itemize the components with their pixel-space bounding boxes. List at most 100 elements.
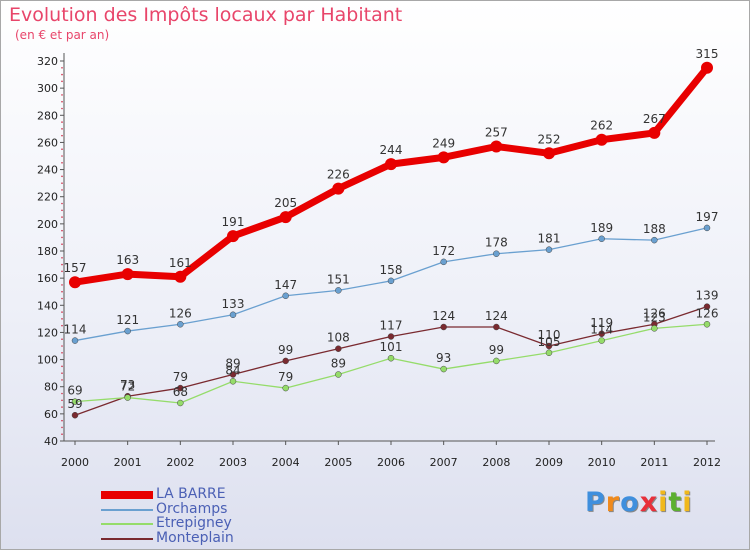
- legend-label: Monteplain: [156, 529, 234, 546]
- y-minor-tick: [61, 134, 63, 137]
- data-point: [545, 349, 553, 357]
- x-tick-label: 2010: [588, 456, 616, 469]
- data-point: [229, 371, 237, 378]
- data-point: [69, 276, 81, 289]
- y-minor-tick: [61, 399, 63, 402]
- data-label: 181: [538, 232, 561, 246]
- data-point: [227, 230, 239, 243]
- y-minor-tick: [61, 243, 63, 246]
- data-point: [177, 399, 184, 407]
- data-point: [229, 378, 237, 385]
- data-label: 114: [64, 323, 87, 337]
- data-label: 244: [380, 143, 403, 157]
- data-point: [387, 333, 395, 340]
- data-point: [651, 236, 658, 244]
- legend-label: Orchamps: [156, 500, 228, 517]
- data-point: [490, 140, 503, 153]
- y-tick-label: 180: [37, 245, 58, 258]
- y-minor-tick: [61, 406, 63, 408]
- y-minor-tick: [61, 202, 63, 205]
- y-minor-tick: [61, 182, 63, 184]
- data-label: 89: [331, 357, 346, 371]
- data-point: [279, 211, 292, 224]
- legend-label: LA BARRE: [156, 486, 226, 502]
- data-point: [121, 268, 134, 281]
- data-label: 205: [274, 196, 297, 210]
- data-label: 84: [225, 363, 240, 377]
- x-tick-label: 2009: [535, 456, 563, 469]
- data-label: 158: [380, 263, 403, 277]
- data-point: [598, 337, 605, 344]
- logo-letter: t: [668, 487, 683, 518]
- y-tick-label: 120: [37, 326, 58, 339]
- y-minor-tick: [61, 379, 63, 381]
- y-minor-tick: [61, 256, 63, 259]
- y-minor-tick: [61, 324, 63, 327]
- data-label: 257: [485, 126, 508, 140]
- x-tick-label: 2007: [430, 456, 458, 469]
- y-minor-tick: [61, 392, 63, 395]
- y-minor-tick: [61, 419, 63, 422]
- y-minor-tick: [61, 161, 63, 164]
- data-point: [440, 258, 447, 266]
- data-point: [332, 182, 345, 195]
- data-label: 139: [696, 289, 719, 303]
- y-minor-tick: [61, 345, 63, 347]
- legend-label: Etrepigney: [156, 515, 232, 531]
- y-minor-tick: [61, 189, 63, 191]
- data-label: 161: [169, 256, 192, 270]
- data-label: 101: [380, 340, 403, 354]
- data-label: 147: [274, 278, 297, 292]
- y-tick-label: 200: [37, 218, 58, 231]
- data-label: 267: [643, 112, 666, 126]
- y-minor-tick: [61, 297, 63, 300]
- data-label: 121: [116, 313, 139, 327]
- data-point: [385, 158, 397, 171]
- data-point: [437, 151, 450, 164]
- y-minor-tick: [61, 365, 63, 368]
- data-point: [335, 345, 342, 352]
- data-point: [703, 321, 711, 328]
- data-label: 315: [696, 47, 719, 61]
- data-label: 124: [432, 309, 455, 323]
- data-label: 68: [173, 385, 188, 399]
- x-tick-label: 2000: [61, 456, 89, 469]
- logo-letter: i: [658, 487, 669, 518]
- x-tick-label: 2005: [324, 456, 352, 469]
- data-point: [177, 321, 184, 328]
- data-label: 163: [116, 253, 139, 267]
- y-tick-label: 320: [37, 55, 58, 68]
- data-label: 79: [278, 370, 293, 384]
- legend-swatch: [101, 523, 153, 526]
- y-tick-label: 240: [37, 164, 58, 177]
- logo-letter: x: [639, 487, 659, 518]
- data-point: [282, 292, 289, 300]
- data-point: [493, 250, 500, 257]
- data-label: 151: [327, 272, 350, 286]
- y-minor-tick: [61, 338, 63, 341]
- data-point: [440, 323, 447, 331]
- data-point: [124, 394, 131, 401]
- y-tick-label: 140: [37, 299, 58, 312]
- chart-subtitle: (en € et par an): [15, 28, 110, 42]
- data-point: [335, 371, 342, 378]
- y-minor-tick: [61, 290, 63, 293]
- data-label: 188: [643, 222, 666, 236]
- data-point: [387, 277, 395, 285]
- y-minor-tick: [61, 270, 63, 273]
- data-label: 133: [222, 297, 245, 311]
- legend-swatch: [101, 537, 153, 540]
- data-label: 197: [696, 210, 719, 224]
- logo-letter: r: [605, 487, 621, 518]
- y-minor-tick: [61, 155, 63, 157]
- data-label: 99: [278, 343, 293, 357]
- data-point: [177, 384, 184, 392]
- y-tick-label: 100: [37, 354, 58, 367]
- data-label: 126: [696, 306, 719, 320]
- y-minor-tick: [61, 121, 63, 123]
- data-label: 126: [643, 306, 666, 320]
- y-minor-tick: [61, 236, 63, 239]
- data-label: 123: [643, 310, 666, 324]
- y-minor-tick: [61, 66, 63, 69]
